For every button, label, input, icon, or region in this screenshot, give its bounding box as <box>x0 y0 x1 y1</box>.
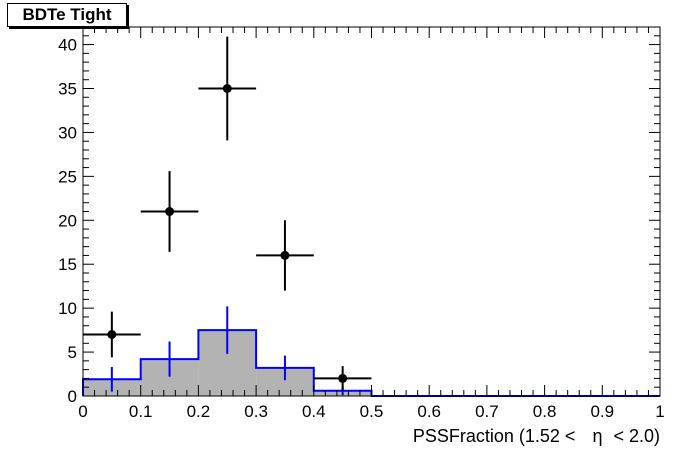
x-tick-label: 0.2 <box>187 402 211 421</box>
x-tick-label: 0.8 <box>533 402 557 421</box>
x-tick-label: 0 <box>78 402 87 421</box>
x-axis-title-suffix: < 2.0) <box>613 426 660 446</box>
data-point <box>107 330 117 339</box>
y-tick-label: 35 <box>58 80 77 99</box>
y-tick-label: 15 <box>58 255 77 274</box>
y-tick-label: 10 <box>58 299 77 318</box>
y-tick-label: 30 <box>58 123 77 142</box>
x-axis-title-symbol: η <box>592 426 602 446</box>
x-tick-label: 0.1 <box>129 402 153 421</box>
y-tick-label: 5 <box>68 343 77 362</box>
x-tick-label: 0.5 <box>360 402 384 421</box>
data-point <box>165 207 175 216</box>
x-tick-label: 0.7 <box>475 402 499 421</box>
x-tick-label: 0.6 <box>417 402 441 421</box>
data-point <box>280 250 290 260</box>
y-tick-label: 0 <box>68 387 77 406</box>
y-tick-label: 20 <box>58 211 77 230</box>
x-tick-label: 1 <box>655 402 664 421</box>
x-tick-label: 0.4 <box>302 402 326 421</box>
x-axis-title: PSSFraction (1.52 < η < 2.0) <box>413 426 660 446</box>
data-point <box>222 84 232 93</box>
x-axis-title-prefix: PSSFraction (1.52 < <box>413 426 576 446</box>
x-tick-label: 0.9 <box>590 402 614 421</box>
x-tick-label: 0.3 <box>244 402 268 421</box>
data-point <box>338 373 348 383</box>
y-tick-label: 40 <box>58 36 77 55</box>
chart-title: BDTe Tight <box>7 3 127 27</box>
y-tick-label: 25 <box>58 167 77 186</box>
